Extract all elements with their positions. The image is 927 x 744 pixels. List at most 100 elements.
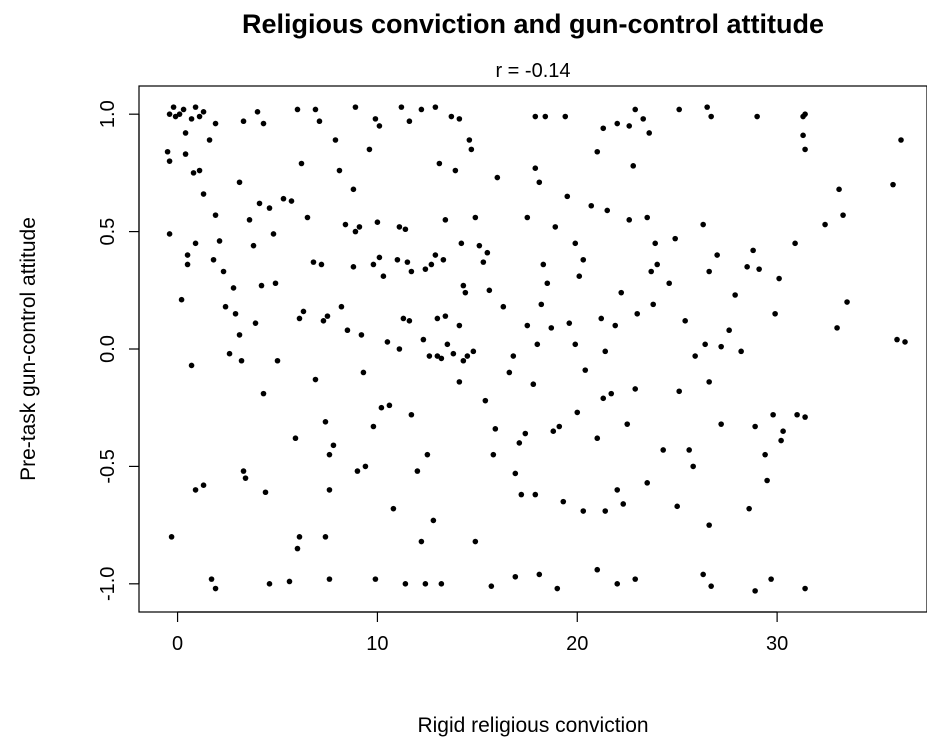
data-point bbox=[418, 538, 425, 545]
data-point bbox=[552, 224, 559, 230]
data-point bbox=[772, 310, 778, 317]
data-point bbox=[196, 113, 203, 120]
data-point bbox=[372, 576, 379, 582]
data-point bbox=[460, 282, 467, 289]
data-point bbox=[252, 320, 259, 326]
data-point bbox=[456, 379, 463, 385]
y-tick-label: 0.5 bbox=[97, 218, 119, 246]
data-point bbox=[752, 588, 758, 594]
data-point bbox=[210, 256, 217, 263]
data-point bbox=[378, 404, 385, 411]
data-point bbox=[254, 109, 261, 115]
data-point bbox=[792, 240, 798, 247]
chart-subtitle: r = -0.14 bbox=[495, 60, 570, 82]
data-point bbox=[326, 487, 333, 493]
data-point bbox=[396, 346, 403, 352]
data-point bbox=[370, 423, 377, 430]
data-point bbox=[484, 249, 491, 256]
data-point bbox=[512, 573, 519, 580]
data-point bbox=[296, 534, 303, 540]
data-point bbox=[338, 303, 345, 310]
data-point bbox=[220, 268, 227, 275]
data-point bbox=[448, 113, 455, 120]
data-point bbox=[752, 423, 758, 430]
data-point bbox=[660, 447, 667, 453]
data-point bbox=[580, 256, 587, 263]
data-point bbox=[362, 463, 369, 470]
data-point bbox=[192, 104, 199, 110]
data-point bbox=[226, 350, 233, 357]
data-point bbox=[714, 252, 720, 258]
data-point bbox=[398, 104, 405, 110]
data-point bbox=[718, 421, 724, 427]
data-point bbox=[352, 104, 359, 110]
data-point bbox=[536, 179, 543, 186]
data-point bbox=[354, 468, 361, 474]
data-point bbox=[894, 336, 900, 343]
data-point bbox=[372, 116, 379, 122]
data-point bbox=[614, 120, 621, 127]
data-point bbox=[690, 463, 696, 470]
data-point bbox=[444, 341, 451, 348]
data-point bbox=[380, 273, 387, 280]
data-point bbox=[630, 163, 637, 169]
data-point bbox=[692, 353, 698, 359]
data-point bbox=[472, 214, 479, 221]
data-point bbox=[532, 165, 539, 171]
data-point bbox=[464, 353, 471, 359]
data-point bbox=[822, 221, 828, 228]
data-point bbox=[178, 296, 185, 303]
data-point bbox=[648, 268, 655, 275]
data-point bbox=[470, 348, 477, 355]
data-point bbox=[608, 390, 615, 397]
data-point bbox=[458, 240, 465, 247]
data-point bbox=[164, 148, 171, 155]
data-point bbox=[428, 261, 435, 268]
data-point bbox=[192, 240, 199, 247]
data-point bbox=[704, 104, 710, 110]
data-point bbox=[562, 113, 569, 120]
data-point bbox=[366, 146, 373, 153]
data-point bbox=[258, 282, 265, 289]
data-point bbox=[480, 259, 487, 265]
data-point bbox=[580, 508, 587, 514]
data-point bbox=[566, 320, 573, 326]
data-point bbox=[602, 508, 609, 514]
data-point bbox=[406, 318, 413, 324]
data-point bbox=[230, 285, 237, 291]
data-point bbox=[802, 414, 808, 420]
data-point bbox=[298, 160, 305, 167]
data-point bbox=[356, 224, 363, 230]
x-tick-label: 20 bbox=[566, 633, 588, 655]
data-point bbox=[510, 353, 517, 359]
y-axis: -1.0 -0.5 0.0 0.5 1.0 bbox=[97, 100, 140, 601]
data-point bbox=[750, 247, 756, 254]
data-point bbox=[530, 381, 537, 388]
data-point bbox=[632, 576, 639, 582]
x-tick-label: 10 bbox=[366, 633, 388, 655]
data-point bbox=[650, 301, 657, 308]
data-point bbox=[768, 576, 774, 582]
data-point bbox=[780, 428, 786, 434]
data-point bbox=[422, 581, 429, 587]
data-point bbox=[288, 198, 295, 204]
data-point bbox=[272, 280, 279, 287]
x-axis-label: Rigid religious conviction bbox=[417, 714, 648, 737]
data-point bbox=[460, 357, 467, 364]
data-point bbox=[256, 200, 263, 207]
data-point bbox=[188, 116, 195, 122]
data-point bbox=[400, 315, 407, 322]
data-point bbox=[802, 585, 808, 592]
data-point bbox=[166, 111, 173, 117]
data-point bbox=[554, 585, 561, 592]
data-point bbox=[310, 259, 317, 265]
data-point bbox=[524, 322, 531, 329]
data-point bbox=[260, 390, 267, 397]
data-point bbox=[802, 111, 808, 117]
data-point bbox=[600, 395, 607, 402]
data-point bbox=[246, 217, 253, 223]
data-point bbox=[564, 193, 571, 200]
data-point bbox=[376, 123, 383, 129]
data-point bbox=[518, 491, 525, 498]
data-point bbox=[536, 571, 543, 578]
